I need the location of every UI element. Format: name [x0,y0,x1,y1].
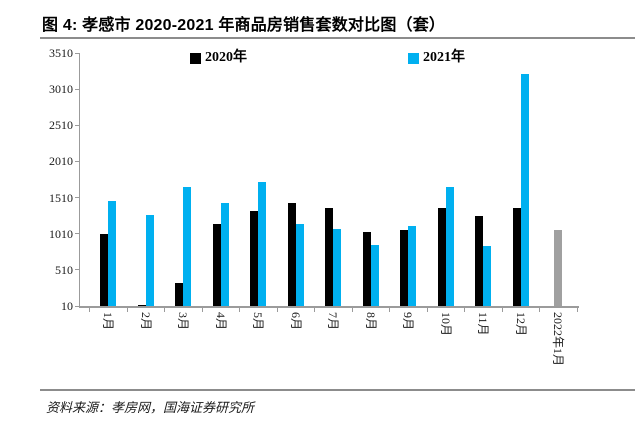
y-tick [74,233,79,235]
y-tick [74,88,79,90]
x-label-6月: 6月 [288,312,303,331]
source-rule [40,389,635,391]
legend-item-2020年: 2020年 [190,51,247,65]
x-label-5月: 5月 [251,312,266,331]
y-tick-label: 10 [61,299,73,313]
bar-2021年-5月 [258,181,267,306]
figure-title: 图 4: 孝感市 2020-2021 年商品房销售套数对比图（套） [42,17,446,34]
x-tick [164,307,166,312]
x-tick [239,307,241,312]
bar-2021年-12月 [520,73,529,306]
y-tick [74,124,79,126]
x-axis-line [78,305,579,308]
x-tick [539,307,541,312]
y-tick-label: 3510 [49,46,73,60]
bar-2020年-12月 [512,207,521,306]
legend-swatch-2021年 [408,52,419,64]
legend-swatch-2020年 [190,52,201,64]
bar-2021年-9月 [408,225,417,306]
y-tick-label: 3010 [49,82,73,97]
x-label-1月: 1月 [101,312,115,331]
y-tick-label: 1510 [49,190,73,205]
title-rule [40,37,635,39]
bar-2020年-8月 [362,232,371,306]
bar-2020年-7月 [325,208,334,306]
x-label-10月: 10月 [438,312,453,337]
x-tick [501,307,503,312]
x-label-11月: 11月 [476,312,491,336]
bar-2021年-7月 [333,228,342,306]
x-tick [89,307,91,312]
y-tick-label: 2010 [49,154,73,169]
y-tick [74,52,79,54]
legend-label-2021年: 2021年 [423,50,465,65]
y-tick [74,160,79,162]
source-text: 资料来源：孝房网，国海证券研究所 [46,400,255,415]
y-tick [74,269,79,271]
x-label-2月: 2月 [138,312,153,331]
x-tick [426,307,428,312]
bar-2020年-6月 [287,202,296,306]
x-label-3月: 3月 [176,312,191,331]
x-label-2022年1月: 2022年1月 [551,312,566,367]
y-tick-label: 1010 [49,226,73,241]
bar-2020年-9月 [400,230,409,306]
bar-2020年-11月 [475,216,484,306]
legend-label-2020年: 2020年 [205,50,247,65]
bar-2021年-3月 [183,187,192,306]
bar-2022年1月-2022年1月 [554,230,563,306]
bar-2020年-1月 [100,234,108,306]
bar-2021年-1月 [108,201,116,306]
x-tick [201,307,203,312]
bar-2020年-3月 [175,282,184,306]
bar-2021年-8月 [370,245,379,306]
bar-2020年-10月 [437,208,446,306]
bar-2021年-6月 [295,224,304,306]
x-tick [464,307,466,312]
y-axis-line [78,53,80,308]
bar-2021年-2月 [145,214,154,306]
bar-2020年-5月 [250,210,259,306]
bar-2020年-4月 [212,224,221,306]
legend-item-2021年: 2021年 [408,51,465,65]
bar-2021年-10月 [445,186,454,306]
bar-2021年-11月 [483,246,492,306]
y-tick-label: 2510 [49,118,73,133]
x-tick [351,307,353,312]
x-tick [126,307,128,312]
bar-2020年-2月 [137,305,146,306]
y-tick [74,197,79,199]
x-label-9月: 9月 [401,312,416,331]
bar-2021年-4月 [220,202,229,306]
x-tick [389,307,391,312]
y-tick-label: 510 [55,262,73,277]
x-label-8月: 8月 [363,312,378,331]
x-tick [314,307,316,312]
x-label-7月: 7月 [326,312,341,331]
x-label-4月: 4月 [213,312,228,331]
x-label-12月: 12月 [513,312,528,337]
y-tick [74,305,79,307]
x-tick [276,307,278,312]
x-tick [577,307,578,312]
